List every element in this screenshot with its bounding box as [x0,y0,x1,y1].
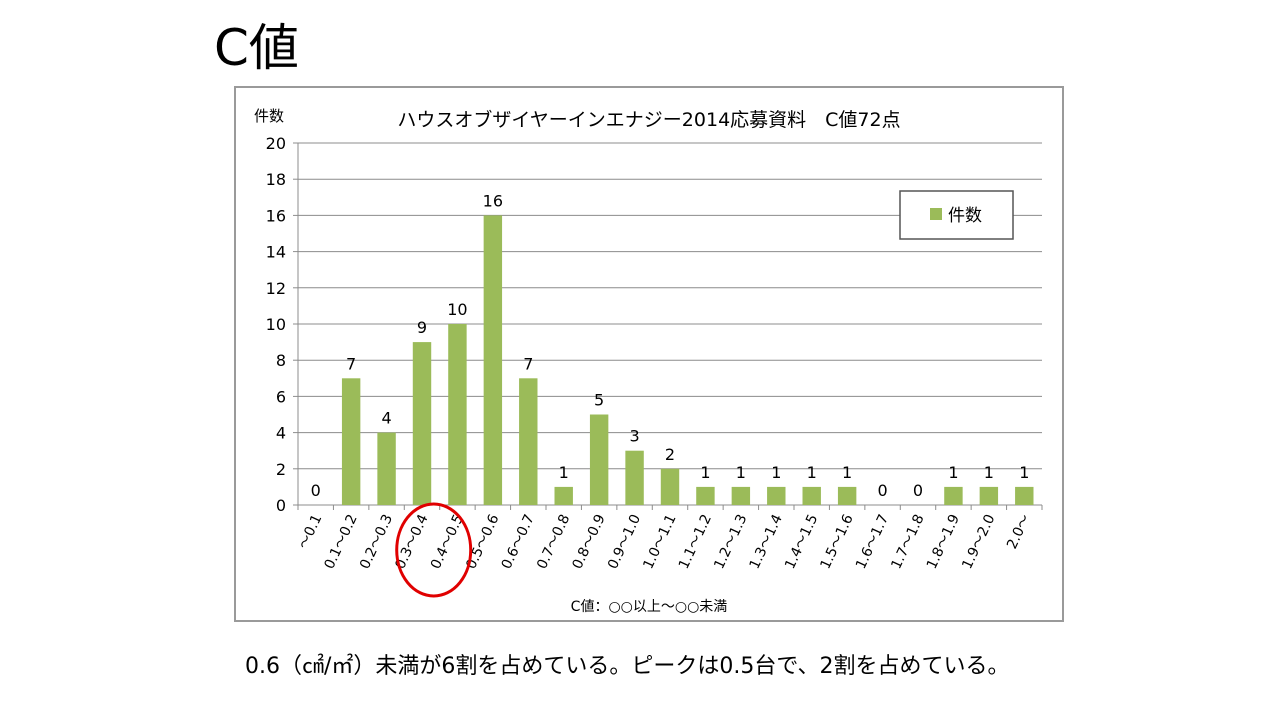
x-tick-label: 1.3～1.4 [747,512,786,572]
x-tick-label: ～0.1 [296,512,326,552]
bar [1015,486,1034,505]
y-tick-label: 8 [276,351,286,370]
y-tick-label: 12 [266,279,286,298]
bar [979,486,999,505]
data-label: 7 [346,354,356,373]
x-tick-label: 1.2～1.3 [711,512,750,572]
bar [944,486,963,505]
data-label: 0 [877,481,887,500]
data-label: 16 [483,191,503,210]
x-tick-label: 0.8～0.9 [570,512,609,572]
x-tick-label: 0.2～0.3 [357,512,396,572]
data-label: 10 [447,300,467,319]
x-tick-label: 2.0～ [1004,512,1034,552]
bar [519,378,538,505]
x-tick-label: 0.9～1.0 [605,512,644,572]
slide-title: C値 [214,19,299,77]
y-tick-label: 2 [276,460,286,479]
y-tick-label: 10 [266,315,286,334]
data-label: 1 [807,463,817,482]
x-tick-label: 1.7～1.8 [888,512,927,572]
y-tick-label: 20 [266,134,286,153]
x-tick-label: 0.6～0.7 [499,512,538,572]
x-tick-label: 1.0～1.1 [640,512,679,572]
legend-box [899,190,1014,240]
bar [589,414,609,505]
chart-frame: ハウスオブザイヤーインエナジー2014応募資料 C値72点 件数 0 2 4 6 8 10 12… [234,86,1064,622]
bar [554,486,573,505]
data-label: 1 [1019,463,1029,482]
bar [696,486,715,505]
bar [341,378,361,505]
x-tick-label: 1.1～1.2 [676,512,715,572]
y-tick-label: 6 [276,387,286,406]
legend-swatch [930,208,942,220]
data-label: 9 [417,318,427,337]
bar [837,486,857,505]
data-label: 1 [948,463,958,482]
data-label: 1 [559,463,569,482]
x-tick-label: 1.9～2.0 [959,512,998,572]
data-label: 4 [381,409,391,428]
bar [483,215,503,505]
x-tick-label: 1.5～1.6 [818,512,857,572]
chart-title: ハウスオブザイヤーインエナジー2014応募資料 C値72点 [397,108,900,131]
data-label: 2 [665,445,675,464]
y-tick-label: 4 [276,424,286,443]
bar [625,450,644,505]
data-label: 1 [771,463,781,482]
bar [660,468,680,505]
data-label: 5 [594,391,604,410]
data-label: 1 [984,463,994,482]
bar [377,432,396,505]
bar [802,486,821,505]
bar [767,486,786,505]
bar [412,342,432,505]
data-label: 1 [842,463,852,482]
y-tick-label: 0 [276,496,286,515]
legend-label: 件数 [948,206,982,226]
x-tick-label: 1.6～1.7 [853,512,892,572]
data-label: 3 [629,427,639,446]
data-label: 7 [523,354,533,373]
data-label: 0 [311,481,321,500]
bar [731,486,751,505]
highlight-circle [395,502,473,598]
x-axis-label: C値：○○以上～○○未満 [571,599,728,615]
slide-caption: 0.6（㎠/㎡）未満が6割を占めている。ピークは0.5台で、2割を占めている。 [245,654,1010,679]
data-label: 1 [736,463,746,482]
x-tick-label: 0.1～0.2 [322,512,361,572]
y-tick-label: 14 [266,243,286,262]
bar [448,324,467,505]
data-label: 0 [913,481,923,500]
y-axis-label: 件数 [254,107,284,125]
x-tick-label: 1.8～1.9 [924,512,963,572]
y-tick-label: 18 [266,170,286,189]
x-tick-label: 0.7～0.8 [534,512,573,572]
y-tick-label: 16 [266,206,286,225]
data-label: 1 [700,463,710,482]
bar-chart: ハウスオブザイヤーインエナジー2014応募資料 C値72点件数024681012… [254,107,1043,615]
x-tick-label: 1.4～1.5 [782,512,821,572]
